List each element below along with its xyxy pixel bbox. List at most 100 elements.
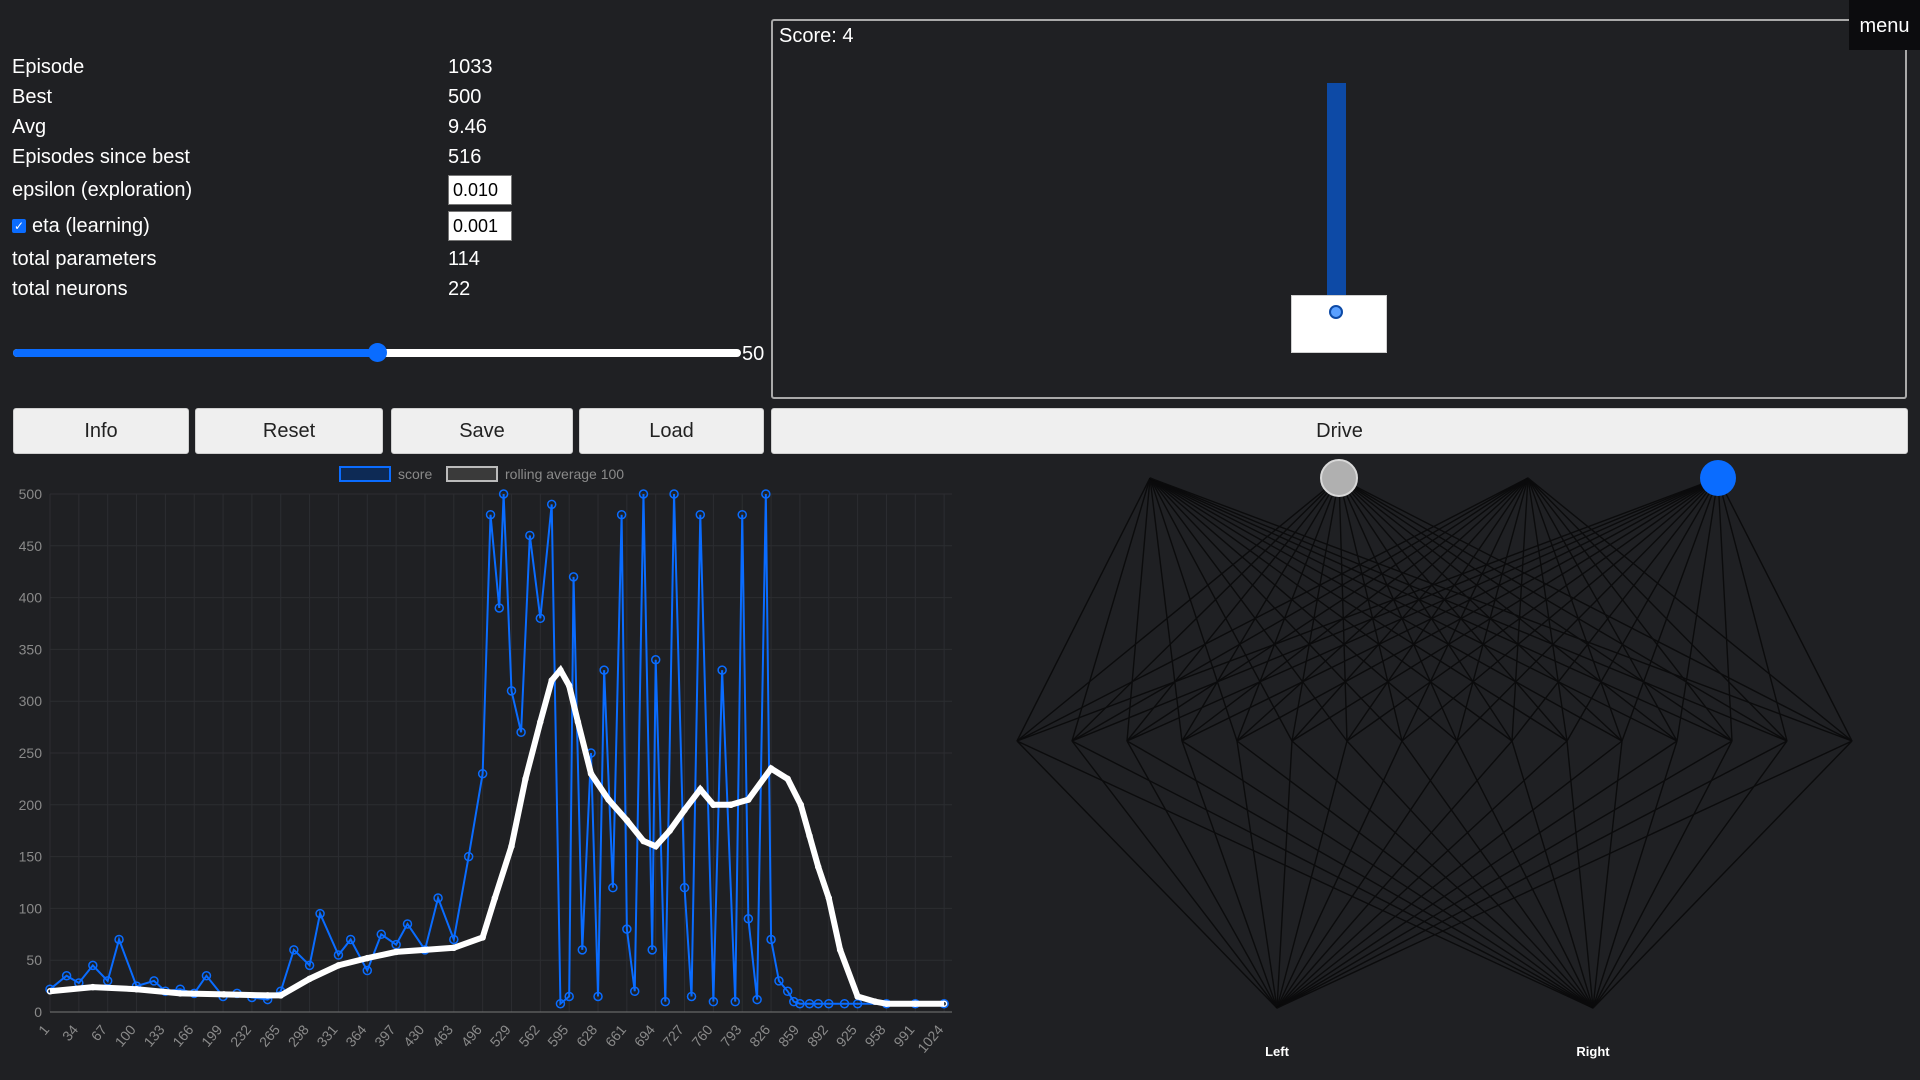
y-tick-label: 500	[19, 486, 43, 502]
load-button[interactable]: Load	[579, 408, 764, 454]
data-point	[449, 934, 459, 945]
epsilon-input[interactable]	[448, 175, 512, 205]
eta-checkbox[interactable]: ✓	[12, 219, 26, 233]
connection	[1621, 477, 1719, 742]
data-point	[333, 950, 344, 960]
data-point	[477, 768, 488, 779]
connection	[1346, 477, 1529, 742]
connection	[1338, 477, 1623, 742]
save-button[interactable]: Save	[391, 408, 573, 454]
x-tick-label: 232	[227, 1021, 254, 1049]
connection	[1276, 740, 1458, 1009]
connection	[1338, 477, 1788, 742]
connection	[1016, 477, 1151, 742]
x-tick-label: 529	[487, 1021, 514, 1049]
data-point	[392, 948, 400, 956]
data-point	[854, 993, 861, 1000]
x-tick-label: 892	[804, 1021, 831, 1049]
slider-thumb[interactable]	[368, 343, 387, 362]
data-point	[669, 489, 679, 499]
x-tick-label: 661	[602, 1021, 629, 1049]
stat-row-episodes-since-best: Episodes since best 516	[12, 142, 572, 172]
x-tick-label: 34	[59, 1021, 81, 1043]
epsilon-row: epsilon (exploration)	[12, 172, 572, 208]
data-point	[883, 1000, 890, 1007]
data-point	[666, 827, 673, 834]
connection	[1592, 740, 1623, 1009]
speed-slider[interactable]	[13, 343, 741, 362]
slider-fill	[13, 349, 377, 357]
connection	[1181, 740, 1278, 1009]
reset-button[interactable]: Reset	[195, 408, 383, 454]
stat-value: 500	[448, 85, 482, 108]
x-tick-label: 1024	[914, 1021, 946, 1055]
data-point	[516, 727, 526, 738]
connection	[1592, 740, 1853, 1009]
data-point	[622, 924, 632, 934]
data-point	[376, 929, 387, 940]
connection	[1126, 477, 1529, 742]
data-point	[686, 991, 697, 1002]
x-tick-label: 562	[515, 1021, 542, 1049]
data-point	[133, 985, 140, 993]
connection	[1276, 740, 1293, 1009]
data-point	[767, 765, 775, 772]
stat-label: Avg	[12, 115, 47, 138]
data-point	[525, 530, 535, 541]
connection	[1016, 477, 1529, 742]
connection	[1149, 477, 1788, 742]
stat-value: 9.46	[448, 115, 487, 138]
y-tick-label: 150	[19, 849, 43, 865]
data-point	[149, 976, 159, 986]
connection	[1149, 477, 1293, 742]
data-point	[264, 992, 271, 999]
data-point	[555, 998, 566, 1009]
connection	[1276, 740, 1678, 1009]
data-point	[599, 665, 609, 675]
drive-button[interactable]: Drive	[771, 408, 1908, 454]
connection	[1566, 477, 1719, 742]
menu-button[interactable]: menu	[1849, 0, 1920, 50]
x-tick-label: 859	[775, 1021, 802, 1049]
connection	[1149, 477, 1403, 742]
x-tick-label: 133	[140, 1021, 167, 1049]
data-point	[479, 934, 486, 941]
data-point	[364, 954, 371, 962]
data-point	[289, 945, 299, 955]
y-tick-label: 300	[19, 693, 43, 709]
x-tick-label: 1	[35, 1021, 52, 1037]
data-point	[508, 842, 515, 850]
x-tick-label: 694	[631, 1021, 658, 1049]
data-point	[745, 796, 752, 803]
data-point	[568, 572, 579, 582]
connection	[1149, 477, 1513, 742]
connection	[1338, 477, 1513, 742]
legend-label: rolling average 100	[505, 466, 624, 482]
connection	[1276, 740, 1853, 1009]
connection	[1016, 477, 1340, 742]
data-point	[697, 786, 704, 793]
data-point	[640, 837, 647, 845]
x-tick-label: 793	[717, 1021, 744, 1049]
data-point	[638, 489, 649, 499]
stat-value: 114	[448, 247, 480, 270]
info-button[interactable]: Info	[13, 408, 189, 454]
output-label-right: Right	[1576, 1044, 1610, 1059]
connection	[1071, 477, 1151, 742]
cart	[1291, 295, 1387, 353]
connection	[1276, 740, 1788, 1009]
data-point	[761, 489, 771, 499]
connection	[1346, 477, 1719, 742]
data-point	[608, 882, 618, 893]
data-point	[463, 851, 474, 862]
connection	[1071, 477, 1529, 742]
data-point	[605, 796, 612, 803]
data-point	[506, 686, 517, 696]
connection	[1276, 740, 1568, 1009]
connection	[1149, 477, 1183, 742]
connection	[1071, 477, 1719, 742]
data-point	[650, 655, 661, 665]
input-neuron-active	[1700, 460, 1736, 496]
eta-input[interactable]	[448, 211, 512, 241]
data-point	[89, 983, 97, 991]
